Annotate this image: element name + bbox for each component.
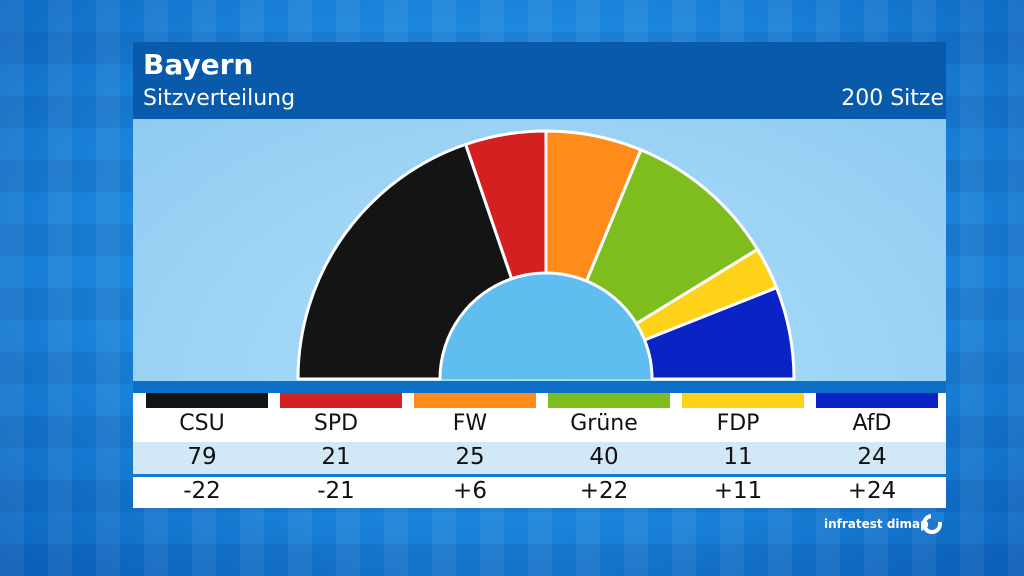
party-column-csu: CSU 79 -22 [135,393,269,508]
chart-subtitle: Sitzverteilung [143,86,296,111]
party-name-label: FDP [716,411,760,436]
infratest-dimap-logo-icon [922,512,944,534]
donut-hole [441,274,651,379]
results-table: CSU 79 -22 SPD 21 -21 FW 25 +6 Grüne 40 +22 FDP 11 +11… [133,393,946,508]
party-column-spd: SPD 21 -21 [269,393,403,508]
party-seats-value: 11 [723,444,753,470]
party-change-value: -22 [183,478,221,504]
seat-segment-csu [296,142,514,381]
party-change-value: +6 [453,478,487,504]
header-bar: Bayern Sitzverteilung 200 Sitze [133,42,946,119]
chart-area [133,119,946,381]
party-color-swatch [414,393,536,408]
chart-title: Bayern [143,48,254,81]
party-seats-value: 40 [589,444,619,470]
party-seats-value: 79 [187,444,217,470]
party-column-afd: AfD 24 +24 [805,393,939,508]
seat-distribution-chart [296,129,796,381]
party-color-swatch [280,393,402,408]
logo-text: infratest dimap [824,517,929,531]
party-name-label: FW [452,411,488,436]
party-name-label: SPD [313,411,359,436]
party-column-grne: Grüne 40 +22 [537,393,671,508]
party-color-swatch [146,393,268,408]
party-change-value: +22 [579,478,629,504]
divider-bar [133,381,946,393]
party-name-label: Grüne [570,411,638,436]
total-seats-label: 200 Sitze [841,86,944,111]
seat-segment-afd [643,286,796,381]
party-change-value: +11 [713,478,763,504]
party-column-fdp: FDP 11 +11 [671,393,805,508]
seats-row-background [133,442,946,474]
party-seats-value: 24 [857,444,887,470]
party-column-fw: FW 25 +6 [403,393,537,508]
party-change-value: -21 [317,478,355,504]
party-change-value: +24 [847,478,897,504]
party-name-label: AfD [852,411,892,436]
party-color-swatch [682,393,804,408]
row-separator [133,474,946,477]
party-seats-value: 25 [455,444,485,470]
party-color-swatch [816,393,938,408]
party-name-label: CSU [179,411,225,436]
party-color-swatch [548,393,670,408]
party-seats-value: 21 [321,444,351,470]
